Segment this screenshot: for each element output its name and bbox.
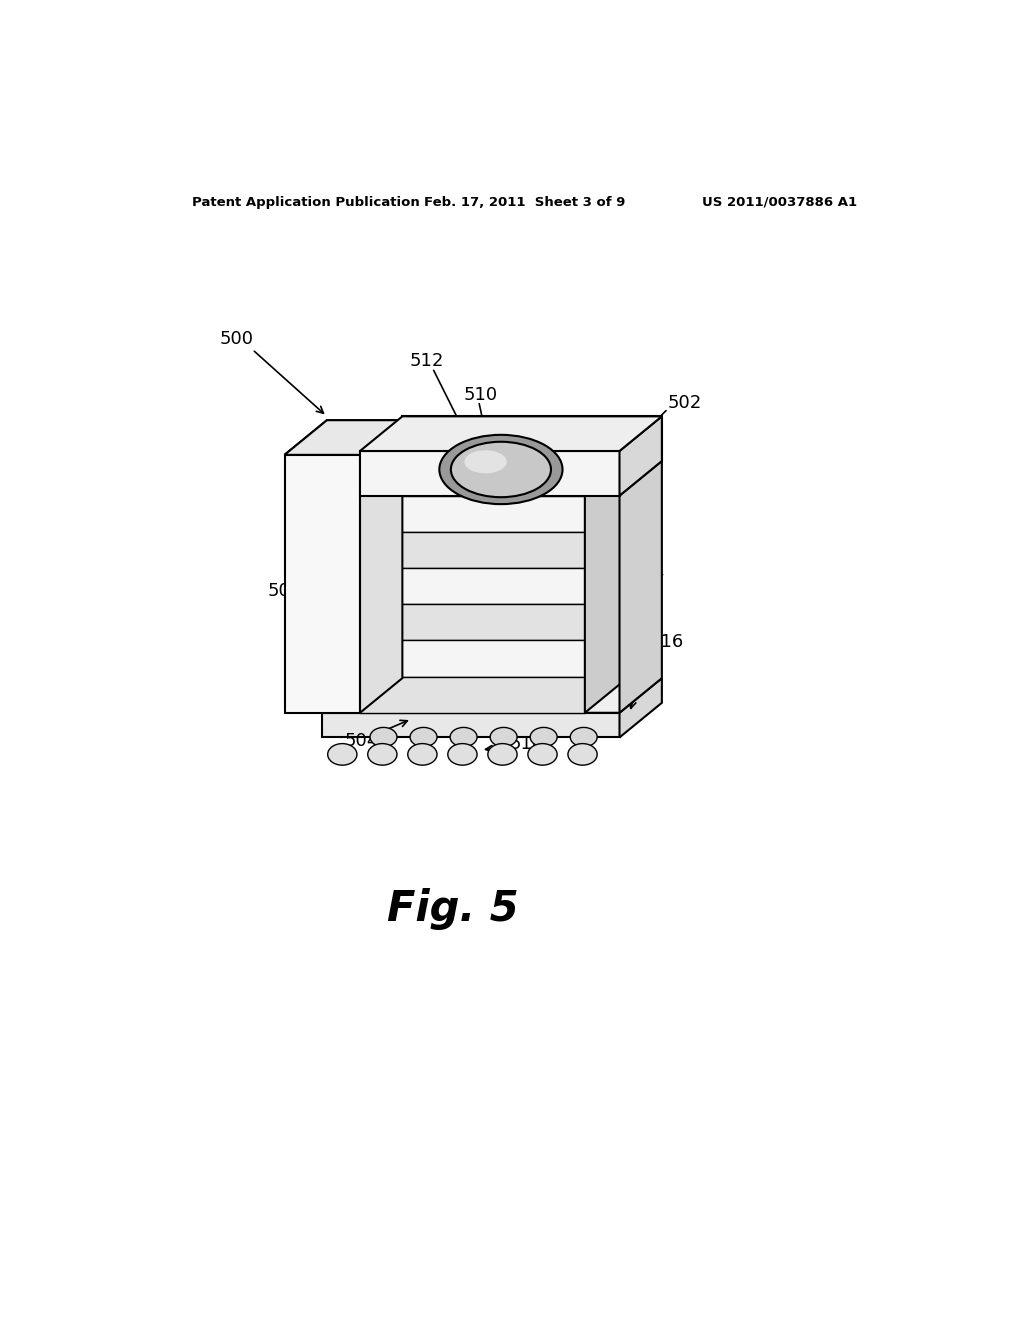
Polygon shape (360, 416, 662, 451)
Ellipse shape (451, 442, 551, 498)
Text: 514: 514 (631, 564, 666, 582)
Ellipse shape (368, 743, 397, 766)
Text: 516: 516 (649, 634, 684, 651)
Text: Patent Application Publication: Patent Application Publication (193, 195, 420, 209)
Ellipse shape (410, 727, 437, 747)
Polygon shape (402, 416, 662, 461)
Polygon shape (360, 640, 585, 677)
Polygon shape (285, 455, 360, 713)
Ellipse shape (568, 743, 597, 766)
Polygon shape (585, 461, 628, 713)
Ellipse shape (408, 743, 437, 766)
Polygon shape (360, 677, 585, 713)
Ellipse shape (328, 743, 357, 766)
Ellipse shape (370, 727, 397, 747)
Text: 508: 508 (267, 582, 302, 601)
Polygon shape (360, 451, 620, 496)
Ellipse shape (447, 743, 477, 766)
Ellipse shape (487, 743, 517, 766)
Text: 504: 504 (345, 731, 379, 750)
Text: Feb. 17, 2011  Sheet 3 of 9: Feb. 17, 2011 Sheet 3 of 9 (424, 195, 626, 209)
Text: US 2011/0037886 A1: US 2011/0037886 A1 (702, 195, 857, 209)
Polygon shape (285, 420, 402, 455)
Text: 506: 506 (301, 519, 336, 537)
Polygon shape (360, 568, 585, 605)
Text: 502: 502 (668, 395, 702, 412)
Ellipse shape (464, 450, 507, 474)
Text: 518: 518 (509, 735, 544, 752)
Polygon shape (620, 678, 662, 738)
Ellipse shape (439, 434, 562, 504)
Polygon shape (360, 496, 585, 532)
Text: Fig. 5: Fig. 5 (386, 888, 518, 931)
Polygon shape (360, 605, 585, 640)
Text: 500: 500 (219, 330, 253, 348)
Polygon shape (360, 461, 402, 713)
Ellipse shape (570, 727, 597, 747)
Ellipse shape (530, 727, 557, 747)
Polygon shape (285, 420, 402, 455)
Polygon shape (360, 532, 585, 568)
Ellipse shape (528, 743, 557, 766)
Text: 512: 512 (410, 352, 443, 370)
Polygon shape (620, 461, 662, 713)
Polygon shape (322, 678, 662, 713)
Ellipse shape (490, 727, 517, 747)
Ellipse shape (451, 727, 477, 747)
Polygon shape (620, 416, 662, 496)
Text: 510: 510 (463, 385, 498, 404)
Polygon shape (360, 461, 628, 496)
Polygon shape (322, 713, 620, 738)
